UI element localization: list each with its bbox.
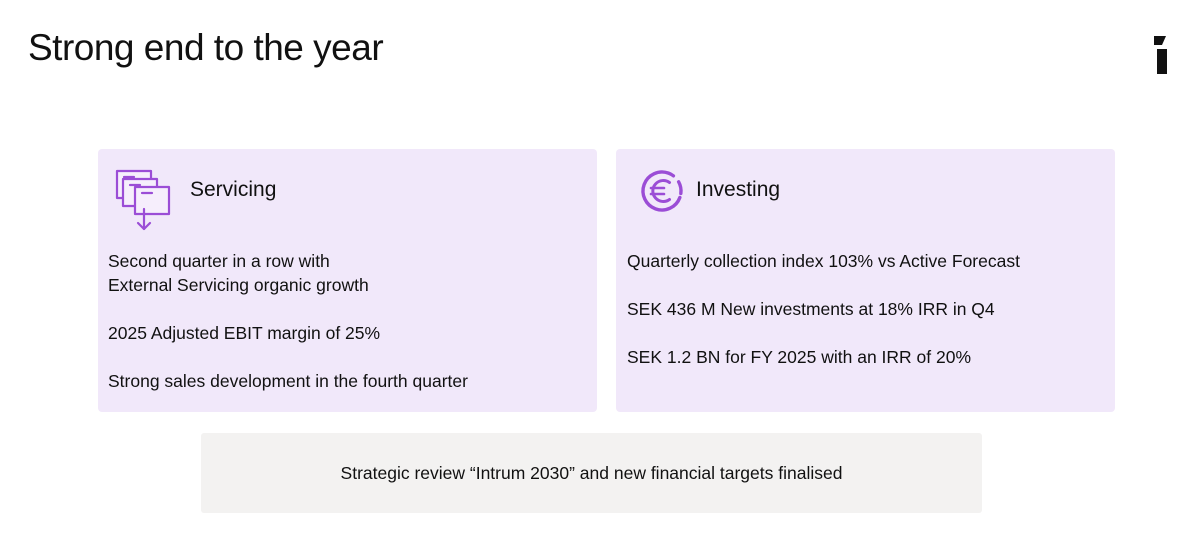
euro-coin-icon	[641, 170, 683, 212]
list-item: Strong sales development in the fourth q…	[108, 371, 468, 391]
strategic-review-banner: Strategic review “Intrum 2030” and new f…	[201, 433, 982, 513]
intrum-logo-icon	[1154, 36, 1167, 74]
list-item: 2025 Adjusted EBIT margin of 25%	[108, 323, 381, 343]
list-item: SEK 1.2 BN for FY 2025 with an IRR of 20…	[627, 347, 972, 367]
list-item: Second quarter in a row with External Se…	[108, 251, 369, 295]
servicing-points: Second quarter in a row with External Se…	[108, 249, 585, 417]
investing-points: Quarterly collection index 103% vs Activ…	[627, 249, 1103, 393]
list-item: Quarterly collection index 103% vs Activ…	[627, 251, 1020, 271]
card-title: Servicing	[190, 178, 277, 201]
card-title: Investing	[696, 178, 781, 201]
investing-card: Investing Quarterly collection index 103…	[616, 149, 1115, 412]
banner-text: Strategic review “Intrum 2030” and new f…	[340, 463, 843, 483]
documents-transfer-icon	[115, 169, 171, 231]
servicing-card: Servicing Second quarter in a row with E…	[98, 149, 597, 412]
page-title: Strong end to the year	[28, 27, 384, 68]
list-item: SEK 436 M New investments at 18% IRR in …	[627, 299, 995, 319]
